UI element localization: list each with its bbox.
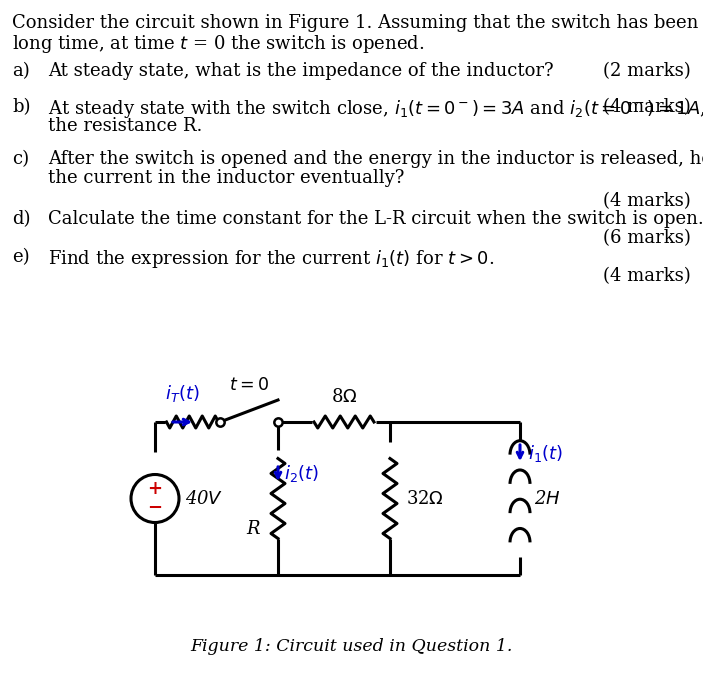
Text: At steady state with the switch close, $i_1(t = 0^-) = 3A$ and $i_2(t = 0^-) = 1: At steady state with the switch close, $… xyxy=(48,98,703,120)
Text: Calculate the time constant for the L-R circuit when the switch is open.: Calculate the time constant for the L-R … xyxy=(48,210,703,228)
Text: a): a) xyxy=(12,62,30,80)
Text: 8$\Omega$: 8$\Omega$ xyxy=(331,388,357,406)
Text: (4 marks): (4 marks) xyxy=(603,98,691,116)
Text: 32$\Omega$: 32$\Omega$ xyxy=(406,490,444,507)
Text: b): b) xyxy=(12,98,30,116)
Text: c): c) xyxy=(12,150,29,168)
Text: 2$H$: 2$H$ xyxy=(534,490,560,507)
Text: (4 marks): (4 marks) xyxy=(603,267,691,285)
Text: +: + xyxy=(148,480,162,498)
Text: (2 marks): (2 marks) xyxy=(603,62,691,80)
Text: $i_T(t)$: $i_T(t)$ xyxy=(165,383,200,404)
Text: (4 marks): (4 marks) xyxy=(603,192,691,210)
Text: After the switch is opened and the energy in the inductor is released, how much : After the switch is opened and the energ… xyxy=(48,150,703,168)
Text: 40$V$: 40$V$ xyxy=(185,490,224,507)
Text: e): e) xyxy=(12,248,30,266)
Text: (6 marks): (6 marks) xyxy=(603,229,691,247)
Text: $i_1(t)$: $i_1(t)$ xyxy=(528,443,563,464)
Text: long time, at time $t$ = 0 the switch is opened.: long time, at time $t$ = 0 the switch is… xyxy=(12,33,425,55)
Text: −: − xyxy=(148,499,162,517)
Text: $t = 0$: $t = 0$ xyxy=(229,377,269,394)
Text: Find the expression for the current $i_1(t)$ for $t > 0$.: Find the expression for the current $i_1… xyxy=(48,248,494,270)
Text: the current in the inductor eventually?: the current in the inductor eventually? xyxy=(48,169,404,187)
Text: the resistance R.: the resistance R. xyxy=(48,117,202,135)
Text: $i_2(t)$: $i_2(t)$ xyxy=(284,464,319,484)
Text: d): d) xyxy=(12,210,30,228)
Text: At steady state, what is the impedance of the inductor?: At steady state, what is the impedance o… xyxy=(48,62,554,80)
Text: Figure 1: Circuit used in Question 1.: Figure 1: Circuit used in Question 1. xyxy=(190,638,512,655)
Text: Consider the circuit shown in Figure 1. Assuming that the switch has been closed: Consider the circuit shown in Figure 1. … xyxy=(12,14,703,32)
Text: R: R xyxy=(247,520,260,537)
